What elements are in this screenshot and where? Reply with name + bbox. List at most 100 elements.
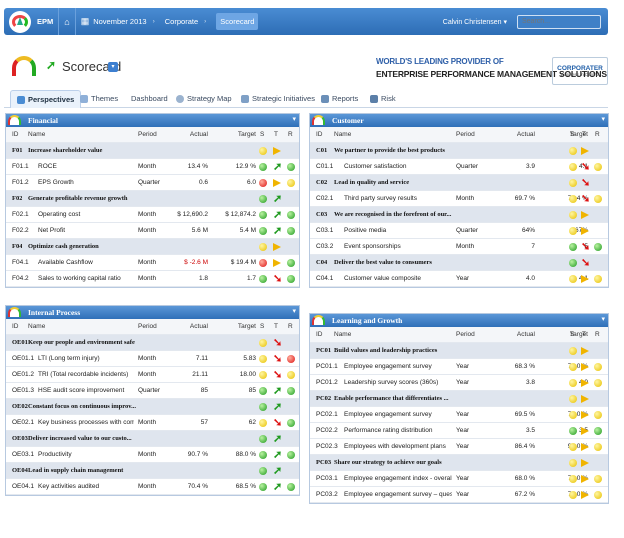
table-row[interactable]: C04.1 Customer value composite Year 4.0 4.1 [310,271,608,287]
cell-actual: 3.8 [525,379,535,386]
cell-target: 12.9 % [235,163,256,170]
status-yellow-icon [259,355,267,363]
objective-row[interactable]: OE04 Lead in supply chain management ➚ [6,463,299,479]
collapse-icon[interactable]: ▾ [292,308,296,315]
header-s: S [570,131,575,138]
table-row[interactable]: OE03.1 Productivity Month 90.7 % 88.0 % ➚ [6,447,299,463]
themes-icon [80,95,88,104]
status-yellow-icon [569,163,577,171]
table-row[interactable]: OE01.1 LTI (Long term injury) Month 7.11 5.8… [6,351,299,367]
tab-bar: Perspectives Themes Dashboard Strategy M… [4,88,608,108]
table-row[interactable]: C01.1 Customer satisfaction Quarter 3.9 4.1 ➘ [310,159,608,175]
cell-name: Operating cost [38,211,81,218]
objective-row[interactable]: C04 Deliver the best value to consumers ➘ [310,255,608,271]
home-icon[interactable]: ⌂ [64,16,70,27]
reports-icon [321,95,329,104]
cell-id: F01.1 [12,163,29,170]
cell-name: Enable performance that differentiates .… [334,395,449,402]
gauge-icon [8,307,21,317]
header-r: R [288,131,293,138]
table-row[interactable]: OE04.1 Key activities audited Month 70.4 % 6… [6,479,299,495]
breadcrumb-corporate[interactable]: Corporate [164,17,199,26]
table-row[interactable]: F01.1 ROCE Month 13.4 % 12.9 % ➚ [6,159,299,175]
cell-name: Keep our people and environment safe [28,339,135,346]
objective-row[interactable]: C02 Lead in quality and service ➘ [310,175,608,191]
objective-row[interactable]: C01 We partner to provide the best produc… [310,143,608,159]
cell-name: Employee engagement survey [344,411,432,418]
table-row[interactable]: PC02.1 Employee engagement survey Year 69.5… [310,407,608,423]
table-row[interactable]: OE01.3 HSE audit score improvement Quarter… [6,383,299,399]
table-row[interactable]: PC02.3 Employees with development plans Ye… [310,439,608,455]
table-row[interactable]: F02.2 Net Profit Month 5.6 M 5.4 M ➚ [6,223,299,239]
cell-period: Month [138,163,157,170]
cell-period: Month [138,275,157,282]
table-row[interactable]: OE01.2 TRI (Total recordable incidents) Mo… [6,367,299,383]
app-logo[interactable] [9,10,31,33]
objective-row[interactable]: OE02 Constant focus on continuous improv.… [6,399,299,415]
cell-id: OE02 [12,403,28,410]
cell-id: PC01.2 [316,379,338,386]
status-yellow-icon [594,491,602,499]
trend-flat-icon [581,227,589,235]
status-green-icon [287,211,295,219]
table-row[interactable]: F04.2 Sales to working capital ratio Month… [6,271,299,287]
objective-row[interactable]: OE01 Keep our people and environment safe… [6,335,299,351]
tab-strategy-map[interactable]: Strategy Map [176,90,232,108]
objective-row[interactable]: PC03 Share our strategy to achieve our go… [310,455,608,471]
tab-dashboard[interactable]: Dashboard [131,94,168,103]
cell-name: Share our strategy to achieve our goals [334,459,442,466]
tab-reports[interactable]: Reports [321,90,358,108]
status-green-icon [594,243,602,251]
collapse-icon[interactable]: ▾ [292,116,296,123]
table-row[interactable]: F04.1 Available Cashflow Month $ -2.6 M $ 19… [6,255,299,271]
table-row[interactable]: F02.1 Operating cost Month $ 12,690.2 $ 12,8… [6,207,299,223]
objective-row[interactable]: F02 Generate profitable revenue growth ➚ [6,191,299,207]
cell-id: F01.2 [12,179,29,186]
user-menu[interactable]: Calvin Christensen ▾ [442,18,507,26]
objective-row[interactable]: F04 Optimize cash generation [6,239,299,255]
table-row[interactable]: C03.1 Positive media Quarter 64% 67% [310,223,608,239]
title-dropdown-button[interactable]: ▾ [108,62,118,72]
tab-themes[interactable]: Themes [80,90,118,108]
status-yellow-icon [594,275,602,283]
table-row[interactable]: PC02.2 Performance rating distribution Yea… [310,423,608,439]
tab-perspectives[interactable]: Perspectives [10,90,82,108]
status-green-icon [259,227,267,235]
header-s: S [260,131,265,138]
objective-row[interactable]: PC01 Build values and leadership practice… [310,343,608,359]
collapse-icon[interactable]: ▾ [601,116,605,123]
date-selector[interactable]: November 2013 [93,17,147,26]
table-row[interactable]: PC03.1 Employee engagement index - overal… [310,471,608,487]
cell-id: OE03.1 [12,451,35,458]
collapse-icon[interactable]: ▾ [601,316,605,323]
tab-strategic-initiatives[interactable]: Strategic Initiatives [241,90,315,108]
table-row[interactable]: PC01.2 Leadership survey scores (360s) Yea… [310,375,608,391]
cell-actual: 67.2 % [514,491,535,498]
cell-name: Positive media [344,227,387,234]
status-green-icon [594,427,602,435]
table-row[interactable]: C02.1 Third party survey results Month 69.7… [310,191,608,207]
objective-row[interactable]: OE03 Deliver increased value to our custo… [6,431,299,447]
panel-financial: Financial ▾ ID Name Period Actual Target S T R F01… [5,113,300,288]
objective-row[interactable]: C03 We are recognised in the forefront of… [310,207,608,223]
objective-row[interactable]: PC02 Enable performance that differentiat… [310,391,608,407]
cell-name: Available Cashflow [38,259,93,266]
search-input[interactable] [517,14,601,29]
cell-period: Year [456,475,470,482]
table-row[interactable]: F01.2 EPS Growth Quarter 0.6 6.0 [6,175,299,191]
cell-target: $ 19.4 M [230,259,256,266]
status-yellow-icon [569,379,577,387]
breadcrumb-scorecard[interactable]: Scorecard [216,13,259,30]
table-row[interactable]: PC01.1 Employee engagement survey Year 68.3… [310,359,608,375]
cell-actual: $ 12,690.2 [177,211,208,218]
objective-row[interactable]: F01 Increase shareholder value [6,143,299,159]
tab-risk[interactable]: Risk [370,90,396,108]
status-yellow-icon [287,179,295,187]
cell-period: Month [138,419,157,426]
calendar-icon[interactable]: ▦ [80,16,90,26]
table-row[interactable]: C03.2 Event sponsorships Month 7 5 ➘ [310,239,608,255]
table-row[interactable]: PC03.2 Employee engagement survey – quest… [310,487,608,503]
initiatives-icon [241,95,249,104]
